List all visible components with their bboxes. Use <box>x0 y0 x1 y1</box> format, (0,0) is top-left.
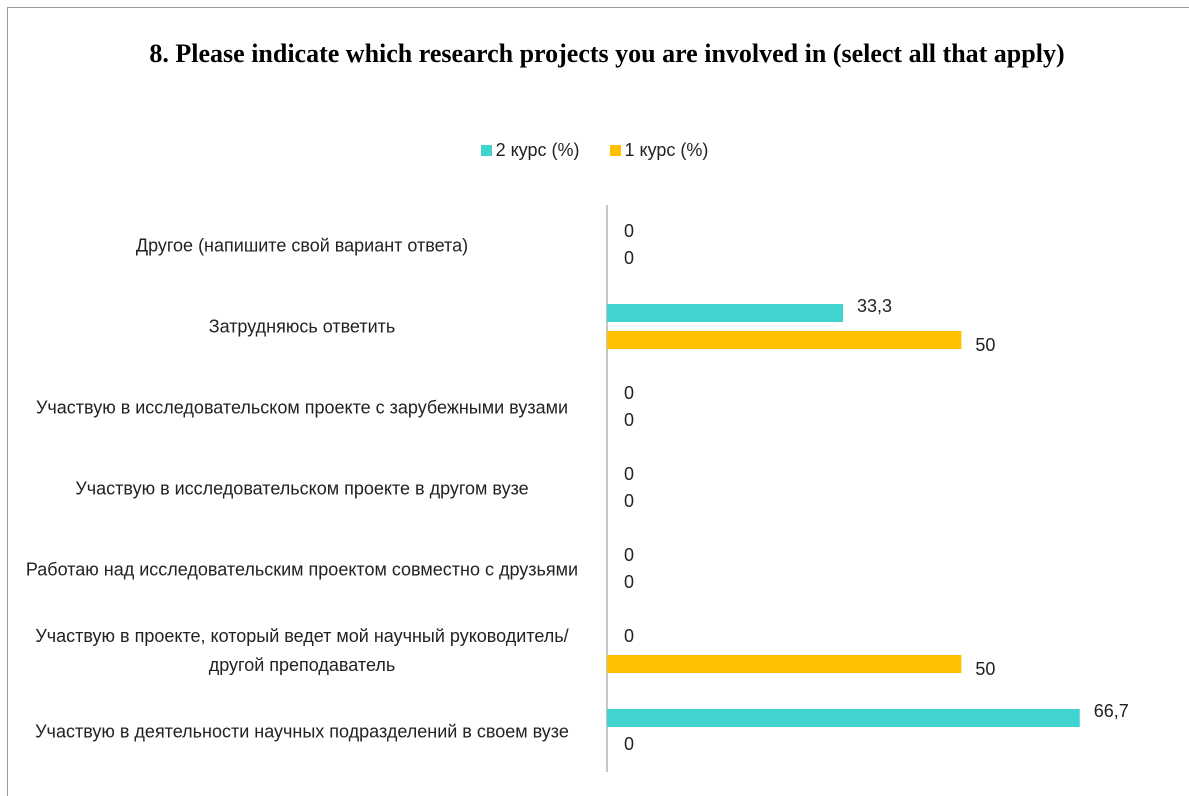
legend-label: 1 курс (%) <box>624 140 709 160</box>
y-tick-label: Участвую в исследовательском проекте с з… <box>35 397 569 417</box>
data-label: 0 <box>624 572 634 592</box>
data-label: 0 <box>624 545 634 565</box>
data-label: 0 <box>624 491 634 511</box>
data-label: 0 <box>624 464 634 484</box>
data-label: 50 <box>975 659 995 679</box>
legend-swatch <box>609 145 621 156</box>
y-tick-label: Участвую в исследовательском проекте в д… <box>75 478 529 498</box>
bar <box>607 331 962 349</box>
data-label: 0 <box>624 383 634 403</box>
bar <box>607 304 844 322</box>
y-tick-label: Другое (напишите свой вариант ответа) <box>135 235 469 255</box>
bar <box>607 655 962 673</box>
y-tick-label: Участвую в деятельности научных подразде… <box>35 721 569 741</box>
legend: 2 курс (%) 1 курс (%) <box>0 140 1189 161</box>
data-label: 0 <box>624 410 634 430</box>
chart-border <box>7 7 1189 796</box>
bar <box>607 709 1080 727</box>
data-label: 66,7 <box>1094 701 1129 721</box>
legend-swatch <box>480 145 492 156</box>
data-label: 0 <box>624 734 634 754</box>
y-tick-label: Работаю над исследовательским проектом с… <box>25 559 579 579</box>
data-label: 0 <box>624 626 634 646</box>
chart-title: 8. Please indicate which research projec… <box>149 39 1065 68</box>
y-tick-label: Затрудняюсь ответить <box>208 316 396 336</box>
data-label: 33,3 <box>857 296 892 316</box>
y-tick-label: Участвую в проекте, который ведет мой на… <box>35 625 569 675</box>
legend-label: 2 курс (%) <box>495 140 580 160</box>
legend-item: 1 курс (%) <box>609 140 709 161</box>
legend-item: 2 курс (%) <box>480 140 580 161</box>
data-label: 0 <box>624 248 634 268</box>
data-label: 0 <box>624 221 634 241</box>
data-label: 50 <box>975 335 995 355</box>
